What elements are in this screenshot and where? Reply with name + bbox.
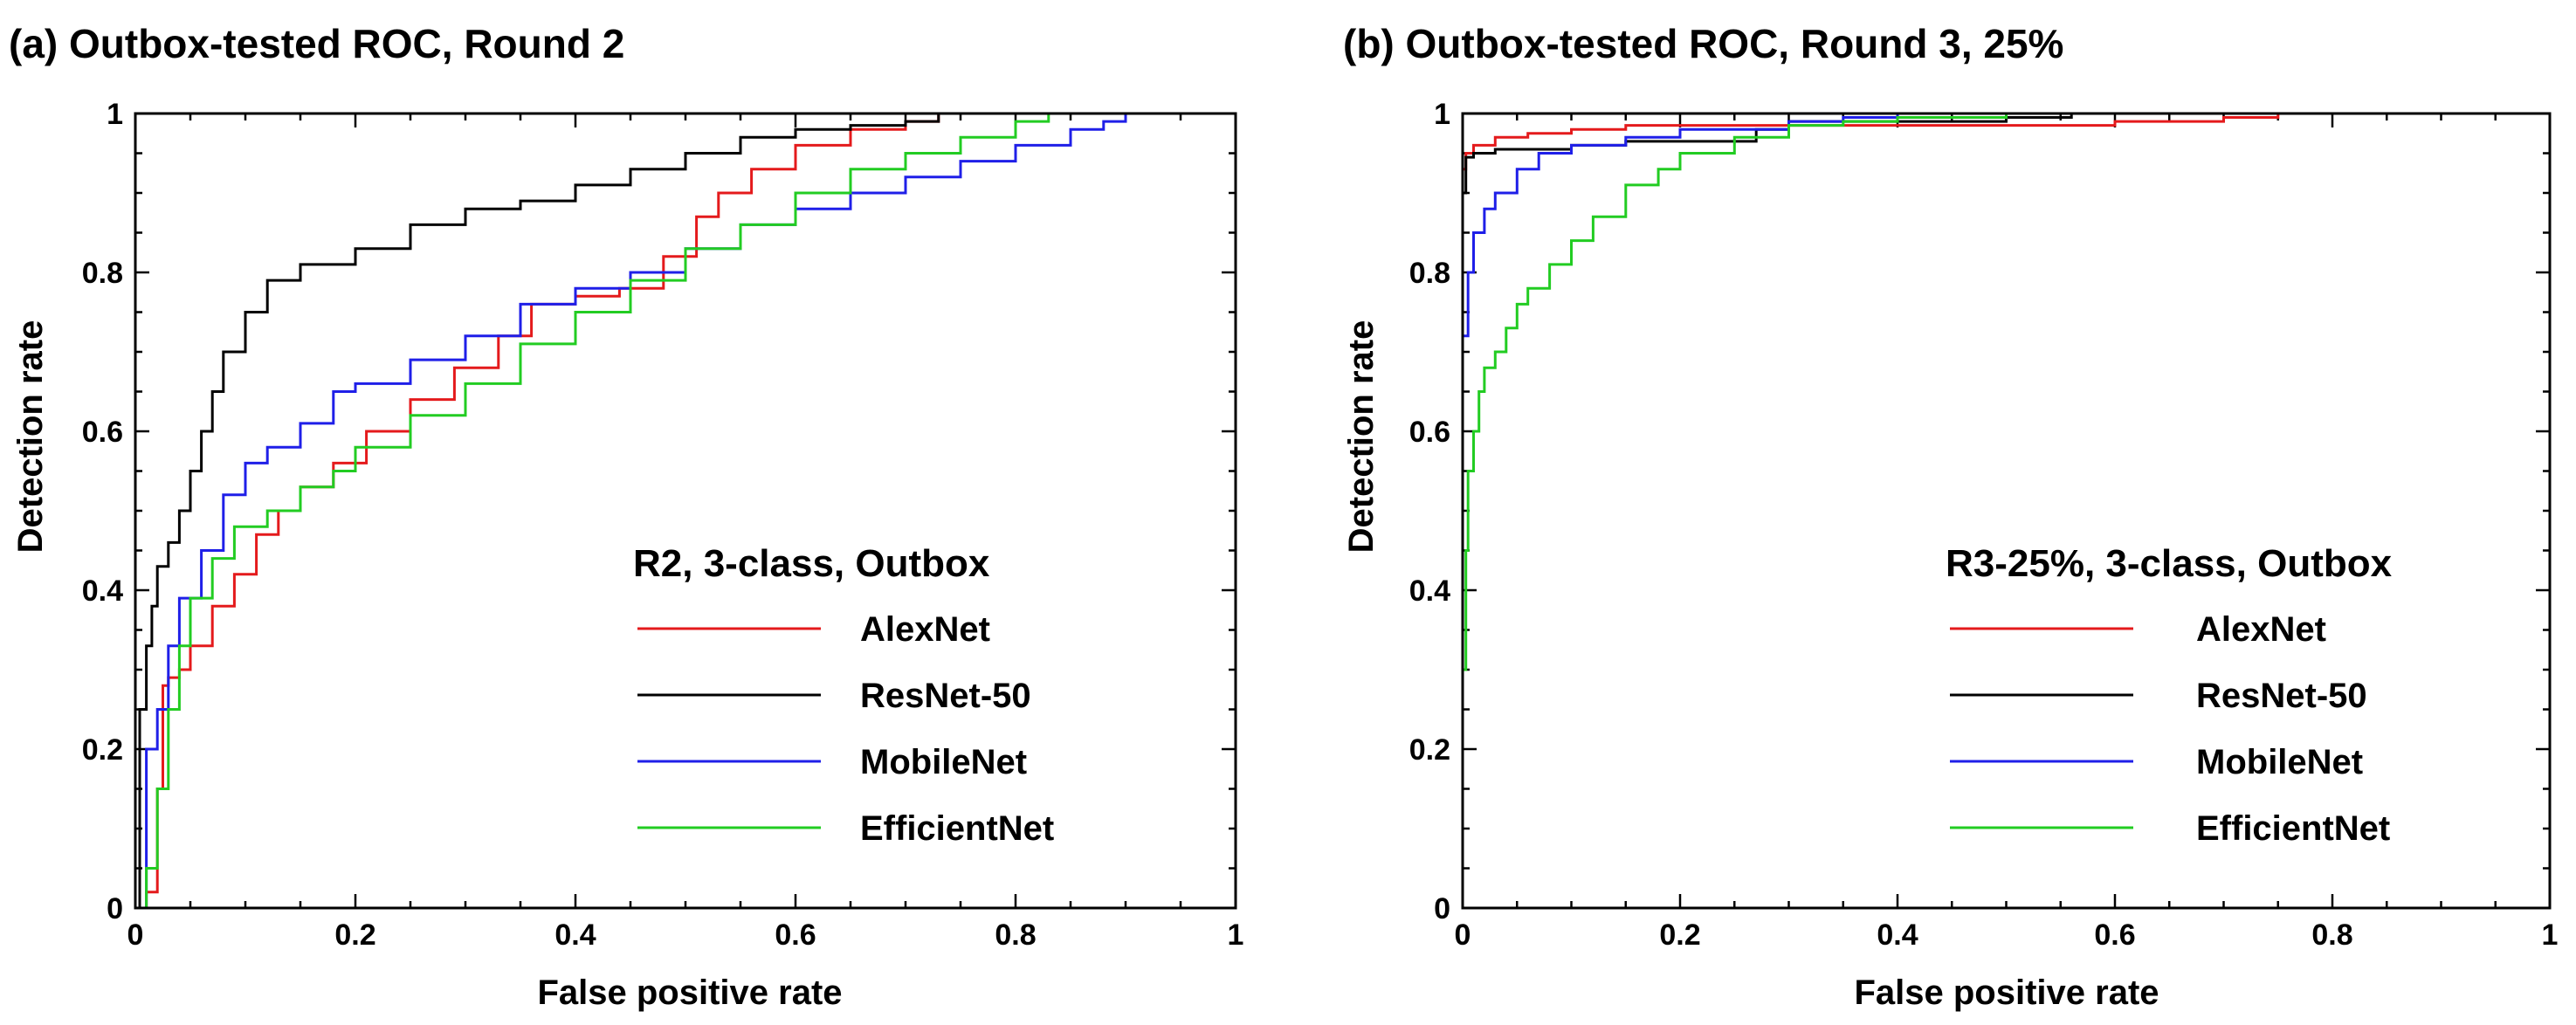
legend-title: R3-25%, 3-class, Outbox xyxy=(1946,542,2393,585)
series-line-efficientnet xyxy=(135,112,1126,910)
series-line-alexnet xyxy=(1463,114,2280,171)
y-tick-label: 0.4 xyxy=(82,574,123,608)
legend-label-resnet-50: ResNet-50 xyxy=(2196,677,2367,715)
legend: R2, 3-class, Outbox AlexNet ResNet-50 Mobi… xyxy=(633,542,1054,848)
y-tick-label: 0.8 xyxy=(82,257,123,290)
y-tick-label: 0.2 xyxy=(82,733,123,767)
tick-labels: 0 0.2 0.4 0.6 0.8 1 0 0.2 0.4 0.6 0.8 1 xyxy=(82,98,1244,952)
x-tick-label: 0.2 xyxy=(334,918,375,952)
chart-title: (a) Outbox-tested ROC, Round 2 xyxy=(9,21,624,66)
y-tick-label: 0.6 xyxy=(82,416,123,449)
series-lines xyxy=(1463,112,2280,671)
y-tick-label: 0.2 xyxy=(1409,733,1450,767)
legend-label-alexnet: AlexNet xyxy=(2196,610,2326,649)
series-line-resnet-50 xyxy=(135,112,1126,910)
y-tick-label: 0 xyxy=(1434,892,1450,925)
y-tick-label: 0.8 xyxy=(1409,257,1450,290)
x-tick-label: 0 xyxy=(1455,918,1471,952)
chart-panel-b: (b) Outbox-tested ROC, Round 3, 25% Dete… xyxy=(1342,21,2558,1012)
x-axis-label: False positive rate xyxy=(1854,973,2159,1012)
x-tick-label: 0.6 xyxy=(2094,918,2135,952)
legend-title: R2, 3-class, Outbox xyxy=(633,542,990,585)
x-tick-label: 0.4 xyxy=(554,918,596,952)
y-axis-label: Detection rate xyxy=(11,320,50,554)
x-axis-label: False positive rate xyxy=(537,973,842,1012)
chart-panel-a: (a) Outbox-tested ROC, Round 2 Detection… xyxy=(9,21,1243,1012)
x-tick-label: 1 xyxy=(1228,918,1244,952)
x-tick-label: 0.8 xyxy=(995,918,1036,952)
x-tick-label: 0.2 xyxy=(1659,918,1700,952)
legend-label-mobilenet: MobileNet xyxy=(2196,743,2363,781)
y-tick-label: 1 xyxy=(107,98,123,131)
legend-label-mobilenet: MobileNet xyxy=(860,743,1027,781)
x-tick-label: 1 xyxy=(2542,918,2559,952)
series-lines xyxy=(135,112,1127,910)
legend-label-resnet-50: ResNet-50 xyxy=(860,677,1031,715)
y-tick-label: 0 xyxy=(107,892,123,925)
legend-label-efficientnet: EfficientNet xyxy=(2196,809,2390,848)
x-tick-label: 0.6 xyxy=(775,918,816,952)
series-line-mobilenet xyxy=(1463,112,1953,338)
chart-title: (b) Outbox-tested ROC, Round 3, 25% xyxy=(1343,21,2063,66)
y-tick-label: 0.6 xyxy=(1409,416,1450,449)
plot-frame xyxy=(1461,112,2552,910)
x-tick-label: 0.8 xyxy=(2311,918,2352,952)
legend-label-efficientnet: EfficientNet xyxy=(860,809,1054,848)
legend-label-alexnet: AlexNet xyxy=(860,610,990,649)
x-tick-label: 0.4 xyxy=(1877,918,1918,952)
y-tick-label: 1 xyxy=(1434,98,1450,131)
axis-ticks xyxy=(1461,112,2552,910)
y-axis-label: Detection rate xyxy=(1342,320,1381,554)
tick-labels: 0 0.2 0.4 0.6 0.8 1 0 0.2 0.4 0.6 0.8 1 xyxy=(1409,98,2559,952)
plot-frame xyxy=(134,112,1237,910)
y-tick-label: 0.4 xyxy=(1409,574,1450,608)
series-line-efficientnet xyxy=(1463,112,2061,671)
x-tick-label: 0 xyxy=(127,918,144,952)
legend: R3-25%, 3-class, Outbox AlexNet ResNet-50… xyxy=(1946,542,2393,848)
